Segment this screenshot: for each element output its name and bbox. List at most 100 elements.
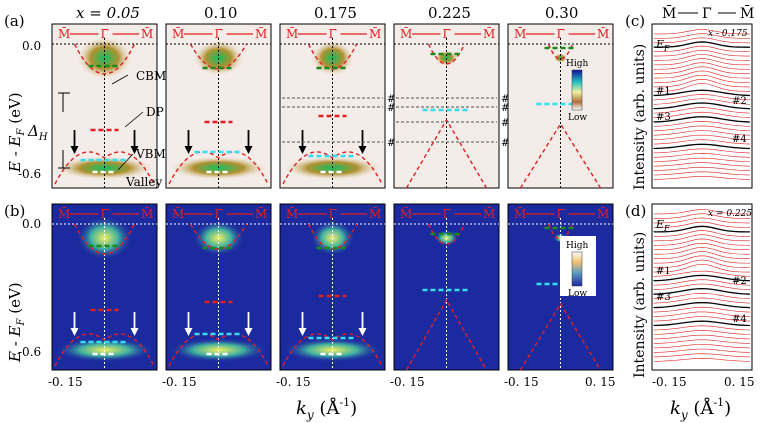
edc-curve [653, 116, 751, 123]
edc-curve [653, 157, 751, 163]
y-axis-label-a: E - EF (eV) [6, 92, 27, 173]
edc-curve [653, 263, 751, 273]
edc-curve [653, 134, 751, 140]
svg-text:M̄: M̄ [172, 206, 184, 221]
edc-curve [653, 148, 751, 154]
edc-curve [653, 66, 751, 74]
valence-band [282, 151, 383, 185]
svg-text:M̄: M̄ [286, 26, 298, 41]
edc-curve [653, 238, 751, 246]
edc-curve [653, 320, 751, 327]
valence-band [168, 333, 269, 367]
panel-a-annotations: CBM DP VBM Valley ΔH [27, 69, 166, 189]
x-tick-left: -0. 15 [390, 375, 425, 389]
edc-curve [653, 209, 751, 215]
panel-b-1: M̄ Γ̄ M̄ [165, 203, 272, 371]
path-header: M̄ Γ̄ M̄ [172, 206, 267, 221]
edc-doping: x = 0.225 [708, 209, 752, 219]
edc-curve [653, 344, 751, 349]
svg-text:Γ̄: Γ̄ [101, 27, 109, 41]
edc-cut-label-0: #1 [656, 86, 671, 97]
svg-text:M̄: M̄ [286, 206, 298, 221]
doping-label-0: x = 0.05 [76, 4, 140, 22]
x-ticks: -0. 15 -0. 15 -0. 15 -0. 15 -0. 15 0. 15 -0. 1… [48, 375, 755, 389]
edc-cut-label-3: #4 [732, 134, 747, 145]
valence-band [54, 333, 155, 367]
x-tick-left: -0. 15 [504, 375, 539, 389]
svg-text:Intensity (arb. units): Intensity (arb. units) [632, 44, 648, 190]
edc-curve [653, 325, 751, 331]
svg-text:ky (Å-1): ky (Å-1) [296, 396, 357, 422]
edc-curve [653, 125, 751, 132]
panel-label-c: (c) [625, 12, 645, 30]
valence-band [168, 151, 269, 185]
path-header: M̄ Γ̄ M̄ [286, 26, 381, 41]
edc-curve [653, 70, 751, 79]
edc-curve [653, 287, 751, 295]
edc-curve [653, 130, 751, 136]
svg-text:M̄: M̄ [141, 26, 153, 41]
conduction-band [189, 223, 248, 250]
edc-curve [653, 348, 751, 353]
conduction-band [427, 223, 466, 245]
edc-curve [653, 58, 751, 66]
edc-curve [653, 230, 751, 237]
valence-band [519, 302, 602, 371]
y-tick-b-1: -0.6 [18, 345, 41, 359]
edc-curve [653, 213, 751, 219]
svg-text:M̄: M̄ [141, 206, 153, 221]
edc-cut-label-0: #1 [656, 266, 671, 277]
y-axis-label-b: E - EF (eV) [6, 282, 27, 363]
svg-text:E - EF (eV): E - EF (eV) [6, 92, 27, 173]
edc-curve [653, 111, 751, 118]
path-header: M̄ Γ̄ M̄ [172, 26, 267, 41]
edc-curve [653, 270, 751, 277]
edc-cut-label-2: #3 [656, 292, 671, 303]
edc-curve [653, 41, 751, 48]
edc-curve [653, 297, 751, 304]
valence-band [405, 118, 488, 189]
panel-row-b: M̄ Γ̄ M̄ M̄ Γ̄ M̄ M̄ Γ̄ M̄ M̄ Γ̄ M̄ M̄ Γ̄ M̄ [51, 203, 614, 371]
edc-cut-label-2: #3 [656, 112, 671, 123]
edc-y-label-c: Intensity (arb. units) [632, 44, 648, 190]
edc-curve [653, 33, 751, 39]
svg-text:Γ̄: Γ̄ [101, 207, 109, 221]
edc-curve [653, 259, 751, 268]
svg-text:E - EF (eV): E - EF (eV) [6, 282, 27, 363]
doping-label-3: 0.225 [428, 4, 471, 22]
panel-a-1: M̄ Γ̄ M̄ [165, 23, 272, 189]
svg-text:Γ̄: Γ̄ [215, 27, 223, 41]
edc-cut-label-1: #2 [732, 96, 747, 107]
edc-curve [653, 279, 751, 286]
vbm-label: VBM [135, 147, 166, 161]
edc-curve [653, 339, 751, 344]
conduction-band [189, 43, 248, 70]
svg-text:Γ̄: Γ̄ [557, 207, 565, 221]
path-header: M̄ Γ̄ M̄ [514, 206, 609, 221]
conduction-band [427, 43, 466, 65]
edc-curve [653, 121, 751, 127]
x-tick-left: -0. 15 [48, 375, 83, 389]
conduction-band [73, 223, 136, 255]
x-tick-left: -0. 15 [162, 375, 197, 389]
edc-curve [653, 292, 751, 299]
svg-text:High: High [566, 241, 588, 251]
x-axis-label: ky (Å-1) [296, 396, 357, 422]
x-axis-label-edc: ky (Å-1) [670, 396, 731, 422]
x-tick-right: 0. 15 [585, 375, 616, 389]
panel-label-a: (a) [4, 12, 25, 30]
x-tick-edc-0: -0. 15 [652, 375, 687, 389]
path-header: M̄ Γ̄ M̄ [400, 206, 495, 221]
delta-h-label: ΔH [27, 122, 48, 143]
svg-text:Γ̄: Γ̄ [443, 27, 451, 41]
panel-b-0: M̄ Γ̄ M̄ [51, 203, 158, 371]
edc-curve [653, 74, 751, 83]
svg-text:Low: Low [568, 113, 587, 123]
edc-y-label-d: Intensity (arb. units) [632, 232, 648, 378]
edc-curve [653, 102, 751, 110]
svg-text:M̄: M̄ [514, 26, 526, 41]
edc-curve [653, 62, 751, 70]
doping-label-2: 0.175 [314, 4, 357, 22]
edc-curve [653, 49, 751, 57]
edc-curve [653, 83, 751, 92]
